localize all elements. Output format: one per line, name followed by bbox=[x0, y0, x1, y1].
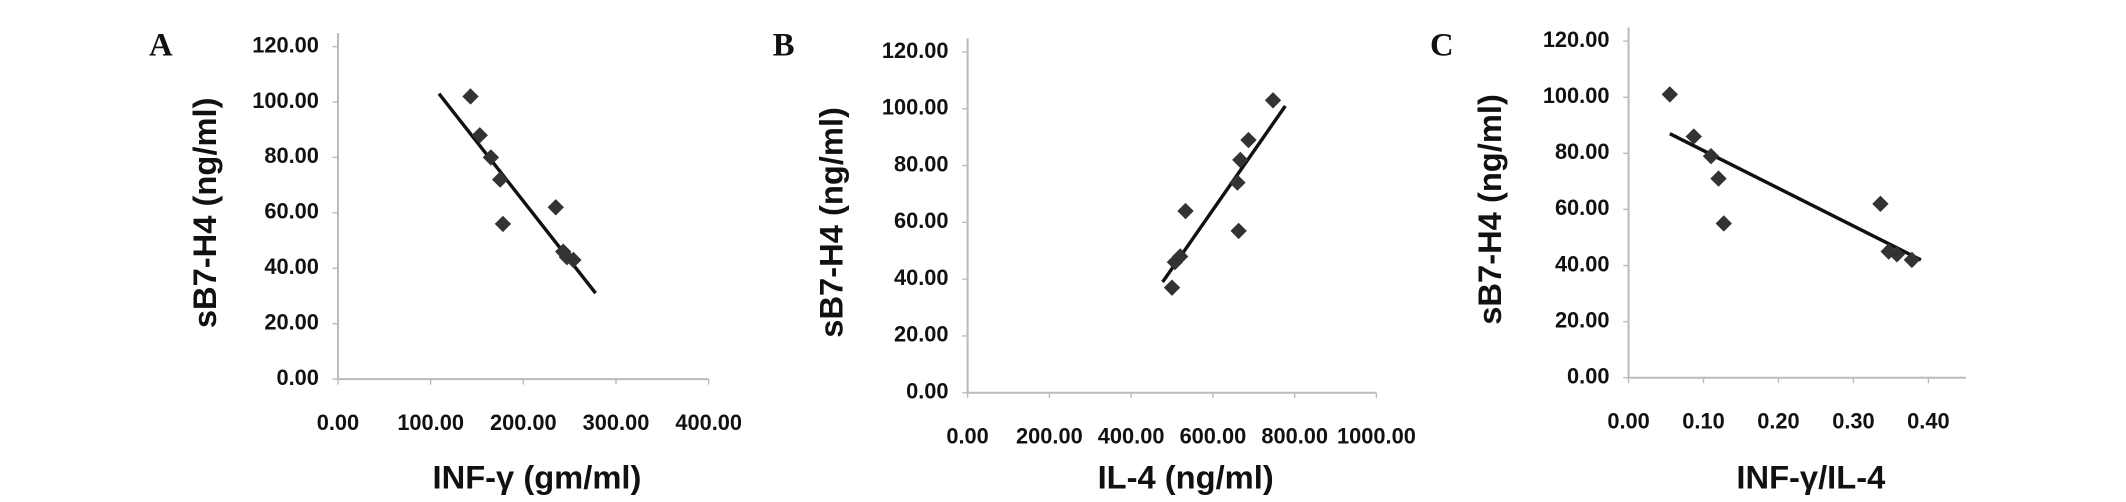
point bbox=[1264, 92, 1282, 109]
point bbox=[1702, 147, 1720, 165]
x-axis-title: IL-4 (ng/ml) bbox=[1098, 459, 1274, 496]
x-tick-label: 0.00 bbox=[317, 410, 359, 435]
x-tick-label: 400.00 bbox=[1098, 423, 1165, 448]
point bbox=[1661, 86, 1678, 103]
x-tick-label: 200.00 bbox=[1016, 423, 1083, 448]
y-tick-label: 60.00 bbox=[1555, 195, 1610, 220]
point bbox=[1710, 170, 1727, 187]
y-tick-label: 20.00 bbox=[1555, 307, 1610, 332]
point bbox=[1232, 151, 1249, 169]
point bbox=[1240, 131, 1257, 149]
y-tick-label: 40.00 bbox=[894, 265, 949, 290]
y-tick-label: 20.00 bbox=[264, 309, 319, 334]
x-tick-label: 0.30 bbox=[1832, 408, 1874, 433]
x-tick-label: 100.00 bbox=[397, 410, 464, 435]
y-tick-label: 80.00 bbox=[894, 151, 949, 176]
y-tick-label: 60.00 bbox=[264, 199, 319, 224]
x-tick-label: 200.00 bbox=[490, 410, 557, 435]
point bbox=[1163, 279, 1181, 296]
x-tick-label: 600.00 bbox=[1180, 423, 1247, 448]
x-tick-label: 300.00 bbox=[583, 410, 650, 435]
y-tick-label: 100.00 bbox=[1543, 83, 1610, 108]
y-axis-title: sB7-H4 (ng/ml) bbox=[1471, 94, 1508, 325]
x-axis-title: INF-γ (gm/ml) bbox=[433, 459, 642, 496]
y-axis-title: sB7-H4 (ng/ml) bbox=[813, 107, 850, 338]
point bbox=[1872, 195, 1889, 213]
x-tick-label: 0.00 bbox=[946, 423, 988, 448]
panel-letter: B bbox=[773, 27, 795, 63]
y-tick-label: 80.00 bbox=[264, 143, 319, 168]
x-tick-label: 0.10 bbox=[1682, 408, 1724, 433]
x-axis-title: INF-γ/IL-4 bbox=[1736, 459, 1885, 496]
x-tick-label: 0.00 bbox=[1607, 408, 1649, 433]
x-tick-label: 400.00 bbox=[675, 410, 742, 435]
y-tick-label: 100.00 bbox=[882, 95, 949, 120]
point bbox=[1903, 251, 1921, 269]
point bbox=[494, 215, 512, 233]
y-axis-title: sB7-H4 (ng/ml) bbox=[186, 98, 223, 329]
y-tick-label: 0.00 bbox=[276, 365, 318, 390]
point bbox=[1229, 174, 1246, 191]
panel-letter: C bbox=[1430, 27, 1454, 63]
panel-letter: A bbox=[149, 27, 173, 63]
x-tick-label: 0.20 bbox=[1757, 408, 1799, 433]
y-tick-label: 120.00 bbox=[882, 38, 949, 63]
point bbox=[1166, 253, 1184, 271]
y-tick-label: 40.00 bbox=[264, 254, 319, 279]
point bbox=[491, 171, 509, 188]
point bbox=[462, 88, 479, 105]
point bbox=[547, 199, 564, 216]
y-tick-label: 20.00 bbox=[894, 322, 949, 347]
x-tick-label: 0.40 bbox=[1907, 408, 1949, 433]
y-tick-label: 40.00 bbox=[1555, 251, 1610, 276]
point bbox=[471, 127, 488, 144]
y-tick-label: 0.00 bbox=[906, 378, 948, 403]
point bbox=[1177, 202, 1194, 220]
point bbox=[482, 149, 500, 166]
point bbox=[1888, 246, 1906, 263]
point bbox=[1230, 222, 1247, 240]
point bbox=[1685, 128, 1702, 145]
y-tick-label: 80.00 bbox=[1555, 139, 1610, 164]
x-tick-label: 800.00 bbox=[1261, 423, 1328, 448]
y-tick-label: 120.00 bbox=[1543, 27, 1610, 52]
point bbox=[1715, 215, 1732, 232]
y-tick-label: 0.00 bbox=[1567, 364, 1609, 389]
y-tick-label: 100.00 bbox=[252, 88, 319, 113]
y-tick-label: 60.00 bbox=[894, 208, 949, 233]
y-tick-label: 120.00 bbox=[252, 32, 319, 57]
x-tick-label: 1000.00 bbox=[1337, 423, 1416, 448]
